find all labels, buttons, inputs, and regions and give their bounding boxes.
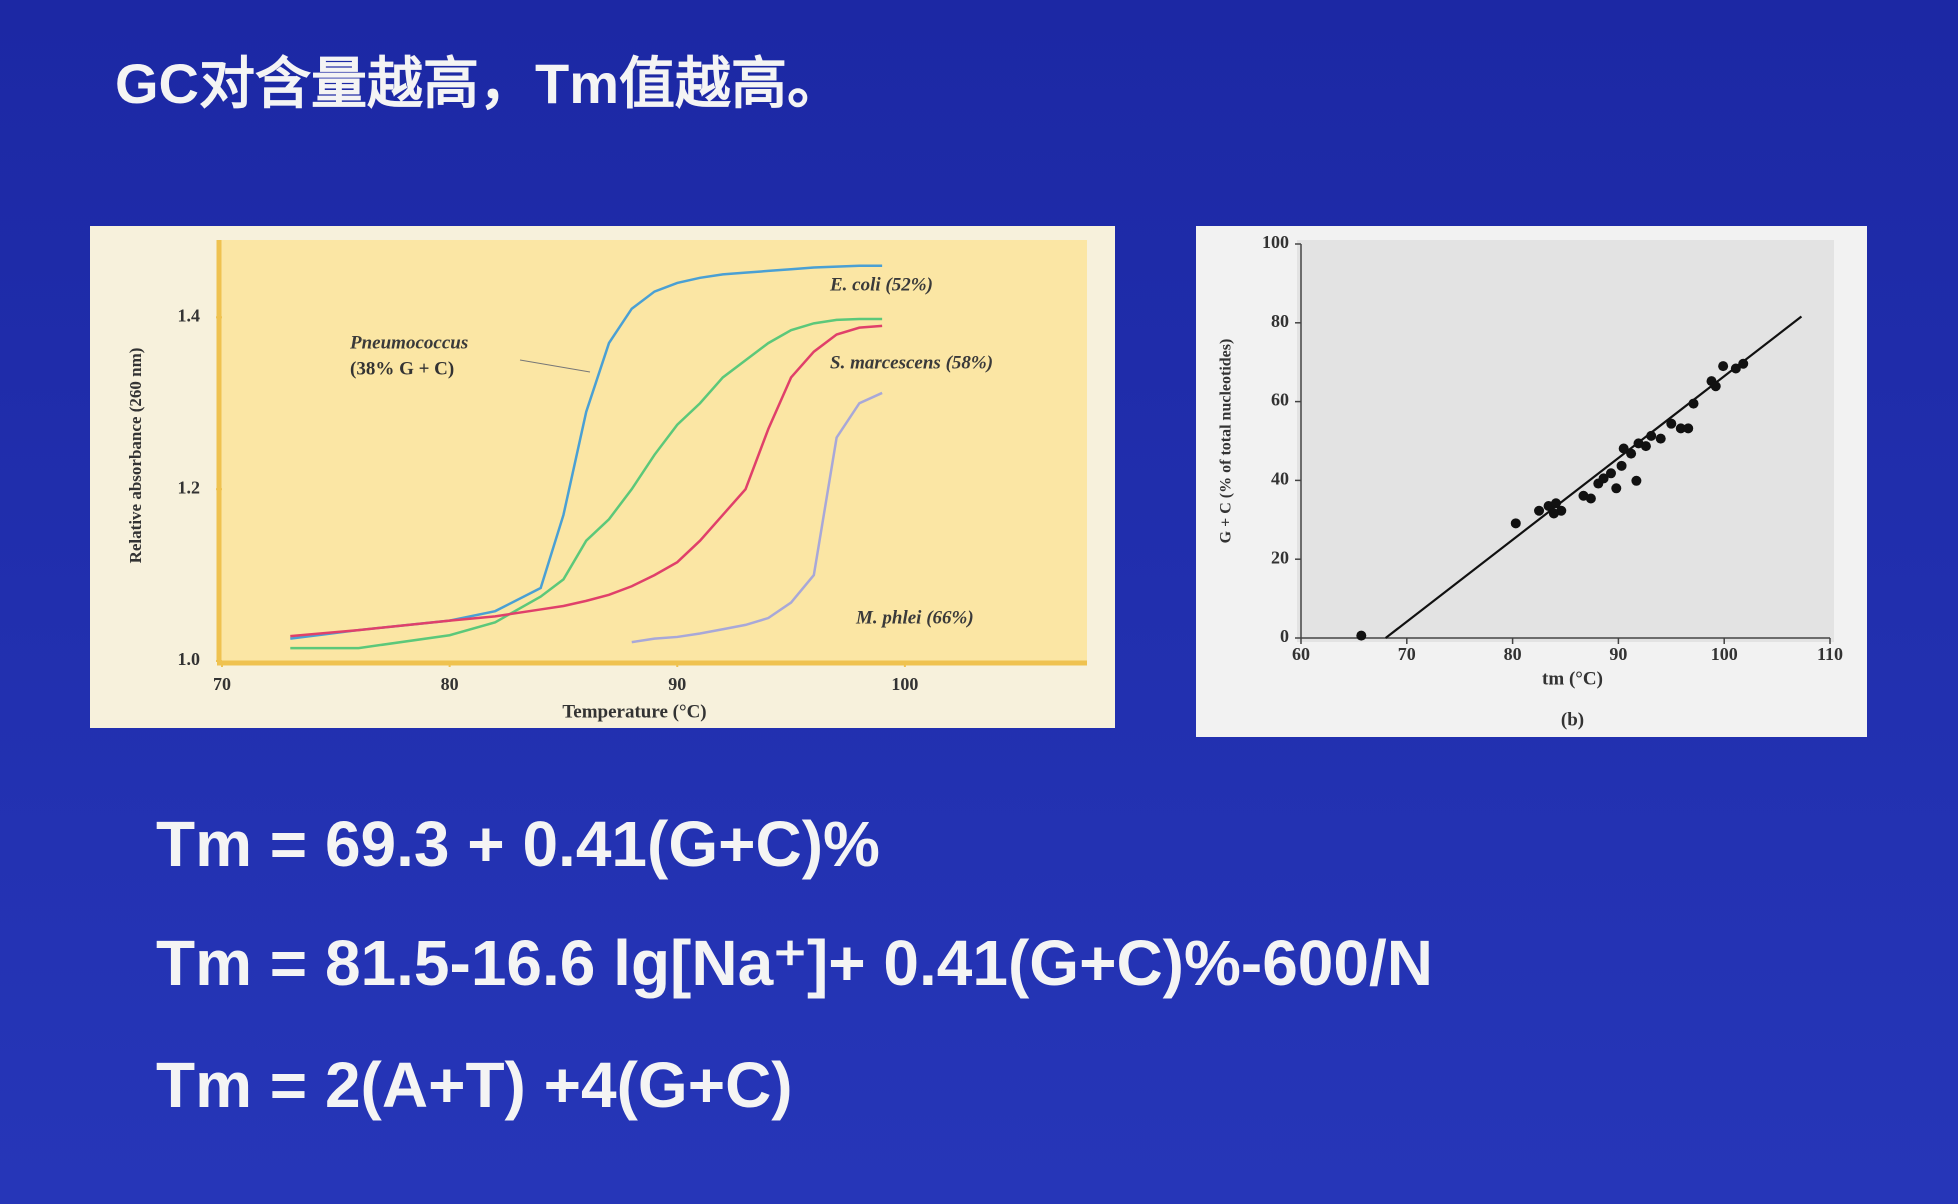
plot-area [1297,240,1834,642]
y-tick-label: 40 [1271,469,1289,489]
y-tick-label: 80 [1271,311,1289,331]
curve [290,324,883,638]
caption: (b) [1561,709,1584,730]
y-tick-label: 1.2 [178,477,201,497]
formula: Tm = 81.5-16.6 lg[Na⁺]+ 0.41(G+C)%-600/N [156,927,1433,999]
formula: Tm = 2(A+T) +4(G+C) [156,1049,793,1121]
point [1738,358,1749,369]
y-axis-title: Relative absorbance (260 nm) [126,348,145,564]
y-tick-label: 0 [1280,626,1289,646]
y-tick-label: 20 [1271,547,1289,567]
point [1616,460,1627,471]
curve [290,264,883,640]
series-label: M. phlei (66%) [855,607,974,628]
point [1718,361,1729,372]
y-tick-label: 1.4 [178,305,201,325]
point [1510,518,1521,529]
x-tick-label: 100 [1711,644,1738,664]
annotation: (38% G + C) [350,358,454,379]
y-tick-label: 60 [1271,390,1289,410]
point [1655,433,1666,444]
series-label: S. marcescens (58%) [830,352,993,373]
x-tick-label: 100 [891,674,918,694]
point [1631,475,1642,486]
point [1605,468,1616,479]
slide-title: GC对含量越高，Tm值越高。 [115,52,843,115]
point [1534,505,1545,516]
point [1611,483,1622,494]
point [1626,448,1637,459]
x-tick-label: 90 [668,674,686,694]
point [1688,398,1699,409]
series-label: Pneumococcus [349,332,468,353]
point [1730,363,1741,374]
y-axis-title: G + C (% of total nucleotides) [1218,339,1235,544]
plot-area [218,240,1087,661]
x-tick-label: 60 [1292,644,1310,664]
x-tick-label: 70 [1398,644,1416,664]
x-axis-title: tm (°C) [1542,668,1603,689]
formula: Tm = 69.3 + 0.41(G+C)% [156,808,880,880]
x-tick-label: 80 [441,674,459,694]
y-tick-label: 1.0 [178,649,201,669]
x-tick-label: 110 [1817,644,1843,664]
point [1585,493,1596,504]
point [1618,443,1629,454]
point [1666,418,1677,429]
point [1646,430,1657,441]
curve [290,317,883,650]
x-tick-label: 80 [1504,644,1522,664]
x-tick-label: 70 [213,674,231,694]
point [1683,423,1694,434]
point [1640,441,1651,452]
x-axis-title: Temperature (°C) [562,701,706,722]
point [1710,381,1721,392]
y-tick-label: 100 [1262,232,1289,252]
curve [631,391,883,644]
leader-line [519,359,591,373]
point [1550,498,1561,509]
point [1675,423,1686,434]
series-label: E. coli (52%) [829,274,933,295]
point [1598,473,1609,484]
point [1548,508,1559,519]
point [1356,630,1367,641]
x-tick-label: 90 [1609,644,1627,664]
